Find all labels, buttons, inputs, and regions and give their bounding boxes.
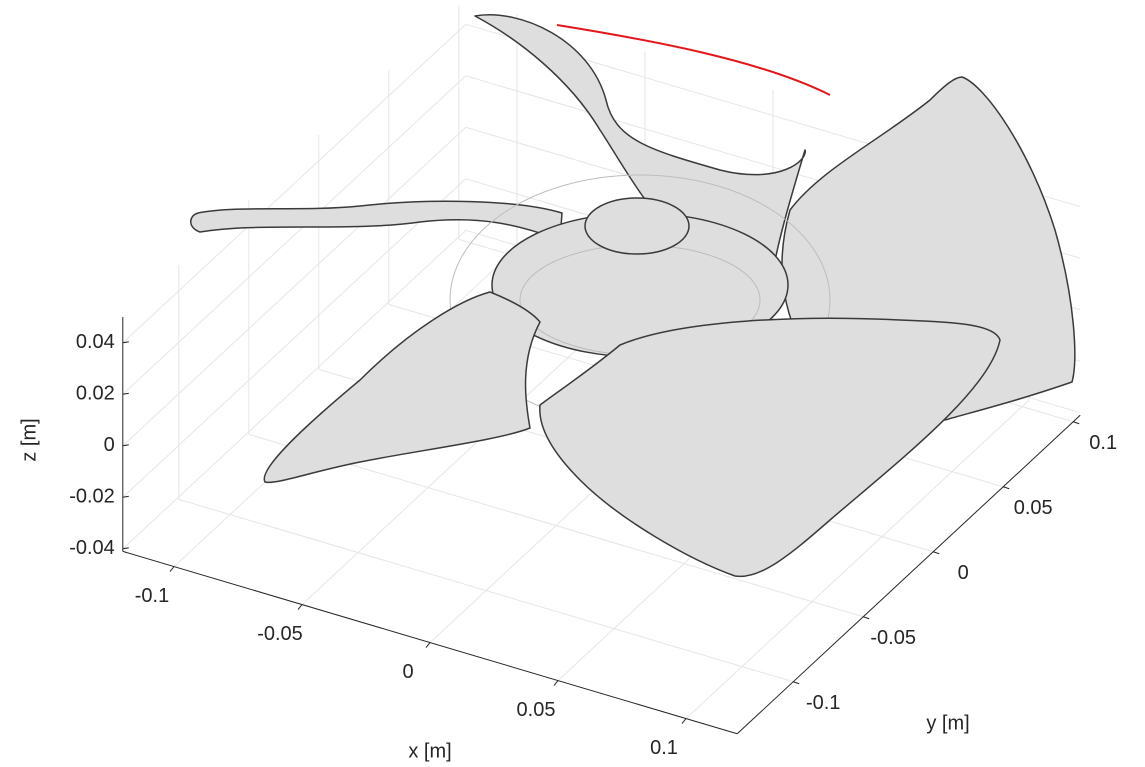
- z-tick-label: 0.04: [76, 331, 115, 353]
- hub-cap: [585, 198, 689, 254]
- fan-blade: [540, 318, 1000, 576]
- x-tick-label: -0.1: [135, 585, 169, 607]
- x-axis-label: x [m]: [408, 740, 451, 762]
- y-tick-label: 0.05: [1014, 497, 1053, 519]
- z-tick-label: -0.02: [69, 486, 115, 508]
- fan-blade: [191, 201, 562, 240]
- z-tick-label: 0: [104, 434, 115, 456]
- y-tick-mark: [933, 552, 939, 554]
- grid-line: [123, 24, 466, 343]
- x-tick-label: -0.05: [257, 623, 303, 645]
- x-tick-label: 0.05: [517, 699, 556, 721]
- y-axis-label: y [m]: [926, 712, 969, 734]
- y-tick-label: -0.1: [806, 692, 840, 714]
- y-tick-mark: [863, 617, 869, 619]
- z-tick-label: 0.02: [76, 383, 115, 405]
- y-tick-mark: [1073, 422, 1079, 424]
- y-tick-mark: [1003, 487, 1009, 489]
- x-tick-mark: [682, 719, 686, 724]
- fan-model: [191, 15, 1075, 577]
- x-tick-mark: [170, 567, 174, 572]
- x-tick-label: 0.1: [650, 737, 678, 759]
- chart: -0.1 -0.05 0 0.05 0.1 -0.1 -0.05 0 0.05 0.1 -0.04 -…: [0, 0, 1145, 767]
- y-tick-mark: [793, 682, 799, 684]
- x-tick-mark: [298, 605, 302, 610]
- z-tick-label: -0.04: [69, 537, 115, 559]
- x-tick-mark: [426, 643, 430, 648]
- y-tick-label: -0.05: [870, 627, 916, 649]
- z-axis-label: z [m]: [18, 418, 40, 461]
- y-tick-label: 0: [958, 562, 969, 584]
- fan-blade: [264, 292, 540, 482]
- x-tick-mark: [554, 681, 558, 686]
- y-tick-label: 0.1: [1089, 432, 1117, 454]
- x-tick-label: 0: [402, 661, 413, 683]
